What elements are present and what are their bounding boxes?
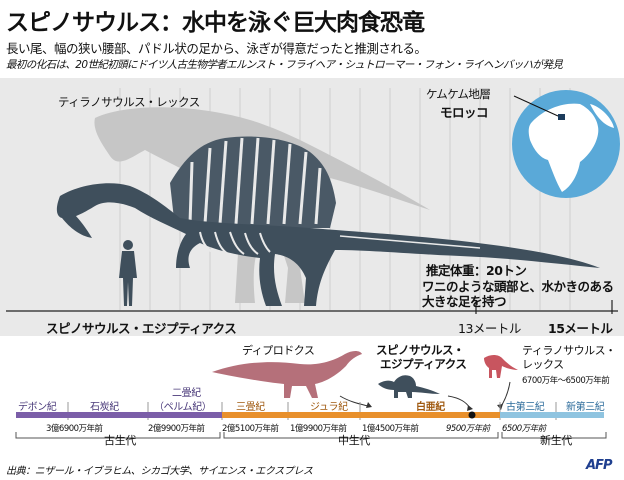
date-spinosaurus: 9500万年前 — [446, 424, 490, 434]
geologic-timeline: ディプロドクス スピノサウルス・ エジプティアクス ティラノサウルス・ レックス… — [0, 336, 624, 460]
spinosaurus-ribs — [199, 231, 481, 255]
paleozoic-band — [16, 412, 222, 418]
period-permian-line2: （ペルム紀） — [154, 402, 212, 413]
diplodocus-label: ディプロドクス — [242, 344, 315, 357]
period-jurassic: ジュラ紀 — [310, 402, 348, 413]
feature-line2: 大きな足を持つ — [422, 294, 507, 309]
discovery-note: 最初の化石は、20世紀初頭にドイツ人古生物学者エルンスト・フライヘア・シュトロー… — [6, 59, 563, 71]
globe-icon — [512, 90, 620, 198]
cenozoic-band — [500, 412, 604, 418]
trex-label: ティラノサウルス・レックス — [58, 95, 200, 109]
spino-label-line2: エジプティアクス — [380, 357, 467, 371]
page-title: スピノサウルス：水中を泳ぐ巨大肉食恐竜 — [6, 10, 425, 36]
location-pointer — [513, 95, 559, 117]
feature-line1: ワニのような頭部と、水かきのある — [422, 279, 614, 294]
period-carboniferous: 石炭紀 — [90, 402, 119, 413]
spinosaurus-jaw — [62, 214, 92, 238]
spinosaurus-small-silhouette — [378, 375, 440, 398]
date-cretaceous-end: 6500万年前 — [502, 424, 546, 434]
human-silhouette — [119, 240, 137, 306]
location-country: モロッコ — [440, 105, 489, 120]
date-jurassic-end: 1億4500万年前 — [362, 424, 419, 434]
length-15m: 15メートル — [548, 321, 613, 336]
comparison-figure — [6, 88, 620, 314]
spinosaurus-sail — [170, 136, 336, 228]
size-comparison-panel: ティラノサウルス・レックス ケムケム地層 モロッコ 推定体重：20トン ワニのよ… — [0, 78, 624, 336]
spinosaurus-age-marker — [468, 411, 476, 419]
mesozoic-band — [222, 412, 500, 418]
diplodocus-silhouette — [212, 351, 362, 398]
subtitle: 長い尾、幅の狭い腰部、パドル状の足から、泳ぎが得意だったと推測される。 — [6, 41, 427, 56]
period-triassic: 三畳紀 — [236, 402, 265, 413]
period-permian-line1: 二畳紀 — [172, 388, 201, 399]
length-13m: 13メートル — [458, 321, 521, 336]
period-neogene: 新第三紀 — [566, 402, 605, 413]
trex-small-label-line2: レックス — [522, 358, 564, 371]
agency-logo: AFP — [586, 458, 613, 473]
date-devonian-end: 3億6900万年前 — [46, 424, 103, 434]
species-label: スピノサウルス・エジプティアクス — [46, 321, 237, 336]
date-permian-end: 2億5100万年前 — [222, 424, 279, 434]
date-triassic-end: 1億9900万年前 — [290, 424, 347, 434]
era-cenozoic: 新生代 — [540, 434, 573, 447]
weight-label: 推定体重：20トン — [426, 263, 527, 278]
spino-label-line1: スピノサウルス・ — [376, 343, 465, 357]
period-devonian: デボン紀 — [18, 402, 57, 413]
trex-time-range: 6700万年〜6500万年前 — [522, 376, 610, 386]
period-cretaceous: 白亜紀 — [416, 402, 445, 413]
era-brackets — [15, 432, 607, 439]
timeline-graphic — [15, 351, 607, 439]
source-credit: 出典：ニザール・イブラヒム、シカゴ大学、サイエンス・エクスプレス — [6, 466, 313, 477]
date-carboniferous-end: 2億9900万年前 — [148, 424, 205, 434]
sail-spines — [188, 137, 322, 225]
trex-small-label-line1: ティラノサウルス・ — [522, 344, 616, 357]
trex-small-silhouette — [484, 355, 518, 378]
spinosaurus-body — [56, 183, 601, 306]
era-mesozoic: 中生代 — [338, 434, 371, 447]
location-name: ケムケム地層 — [426, 87, 491, 101]
period-paleogene: 古第三紀 — [506, 402, 545, 413]
location-marker — [558, 114, 565, 120]
era-paleozoic: 古生代 — [104, 434, 137, 447]
